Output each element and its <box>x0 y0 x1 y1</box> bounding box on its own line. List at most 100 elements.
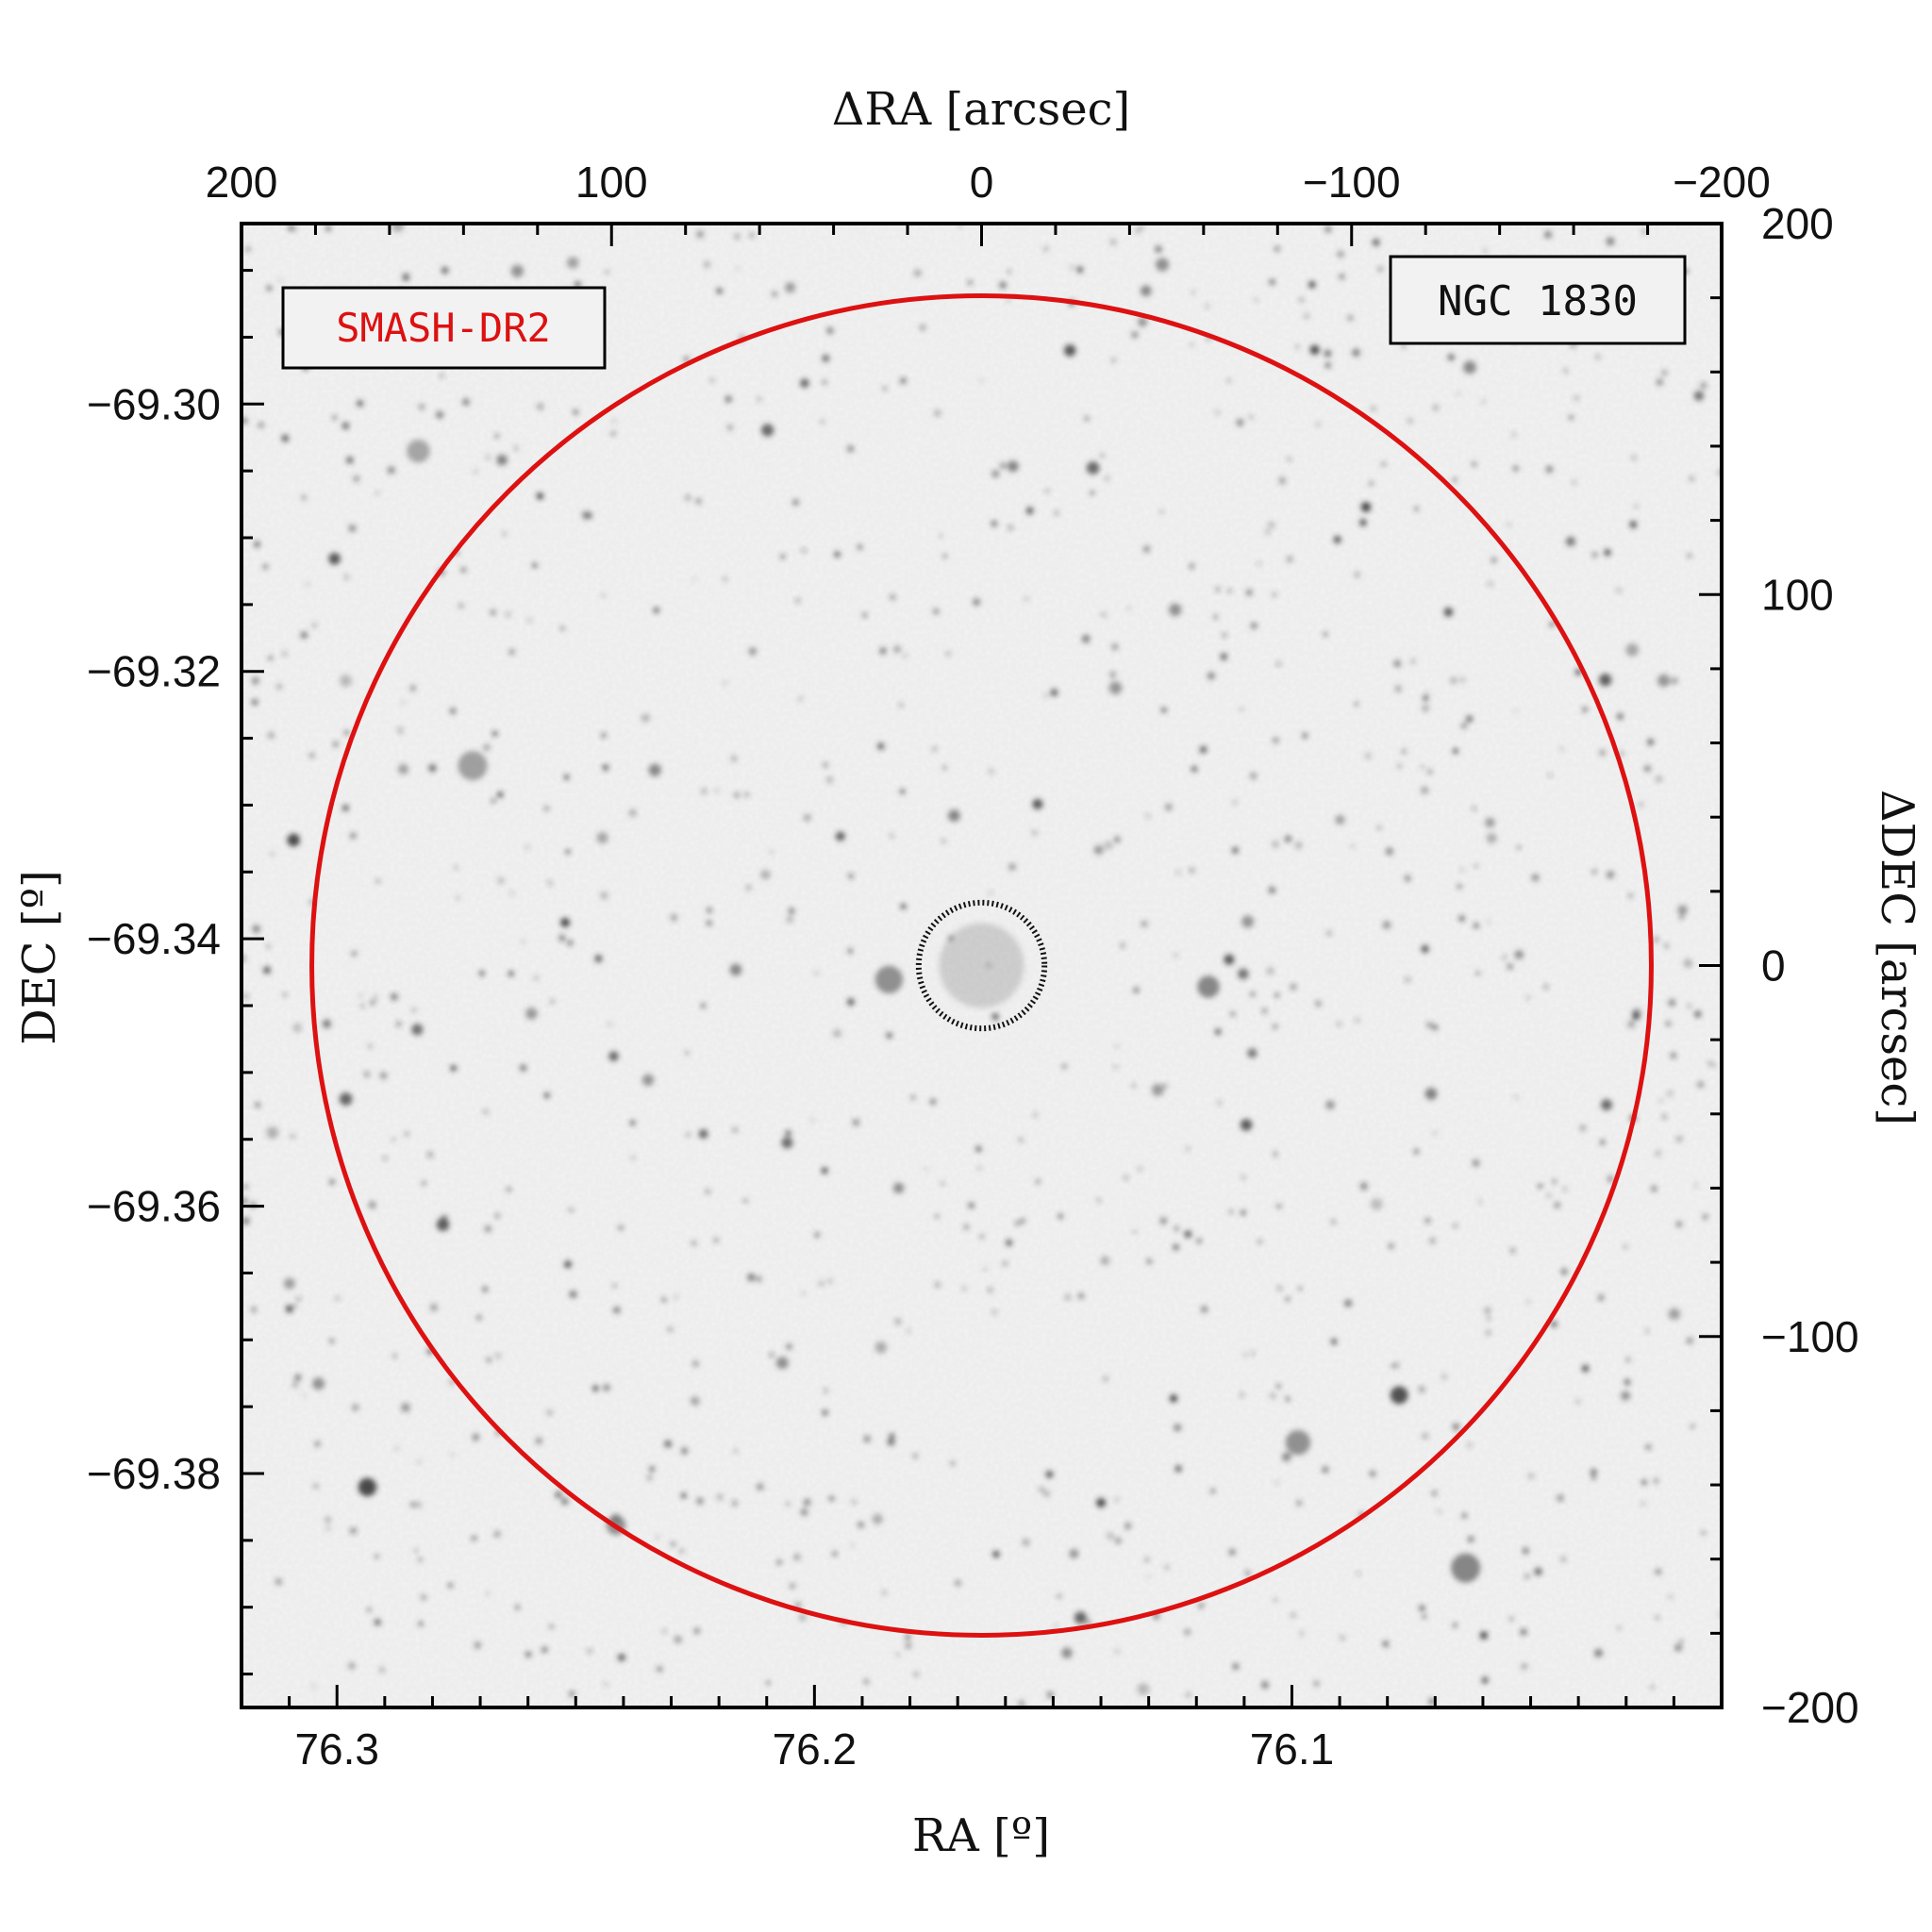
star-point <box>679 1549 684 1554</box>
star-point <box>456 896 460 900</box>
star-point <box>792 499 799 506</box>
star-point <box>547 880 553 886</box>
star-point <box>1431 1490 1438 1496</box>
star-point <box>1486 833 1497 843</box>
star-point <box>1599 674 1612 687</box>
star-point <box>329 1339 334 1343</box>
star-point <box>1433 1131 1437 1135</box>
star-point <box>1377 266 1383 272</box>
star-point <box>941 1182 944 1186</box>
star-point <box>1109 671 1116 678</box>
star-point <box>1481 1676 1489 1684</box>
left-tick-label: −69.30 <box>87 379 221 428</box>
star-point <box>312 1684 316 1689</box>
star-point <box>1226 378 1231 383</box>
star-point <box>1687 1004 1691 1008</box>
star-point <box>1503 956 1507 959</box>
star-point <box>1146 814 1150 818</box>
star-point <box>1421 786 1429 794</box>
star-point <box>1224 954 1235 965</box>
star-point <box>630 1120 636 1125</box>
star-point <box>1260 1681 1269 1690</box>
star-point <box>1674 1644 1682 1652</box>
star-point <box>1250 991 1256 997</box>
left-tick-label: −69.38 <box>87 1449 221 1498</box>
star-point <box>1388 1243 1394 1249</box>
star-point <box>1485 817 1495 828</box>
bottom-tick-label: 76.3 <box>294 1724 379 1774</box>
star-point <box>379 1072 388 1080</box>
star-point <box>1115 1044 1119 1048</box>
star-point <box>1423 695 1428 701</box>
star-point <box>1360 1182 1368 1191</box>
star-point <box>1595 354 1601 359</box>
star-point <box>1169 603 1182 617</box>
star-point <box>1100 1256 1110 1266</box>
star-point <box>1688 554 1691 558</box>
star-point <box>648 763 661 776</box>
star-point <box>1284 835 1291 842</box>
star-point <box>1661 370 1668 375</box>
star-point <box>992 1310 996 1314</box>
star-point <box>613 1307 621 1314</box>
star-point <box>359 993 363 998</box>
star-point <box>472 1536 476 1541</box>
star-point <box>810 1118 815 1122</box>
star-point <box>1487 1316 1491 1321</box>
star-point <box>934 409 941 417</box>
star-point <box>734 233 741 240</box>
star-point <box>1174 1226 1179 1231</box>
star-point <box>325 1525 331 1531</box>
star-point <box>374 1619 381 1625</box>
star-point <box>1299 298 1304 302</box>
star-point <box>1086 461 1100 475</box>
right-tick-label: 200 <box>1761 199 1834 248</box>
star-point <box>1084 416 1090 422</box>
star-point <box>696 1497 704 1505</box>
star-point <box>935 1214 940 1219</box>
star-point <box>834 551 841 558</box>
star-point <box>1205 304 1210 309</box>
star-point <box>781 1137 793 1149</box>
star-point <box>1213 614 1219 620</box>
star-point <box>1414 507 1419 511</box>
star-point <box>929 1098 936 1105</box>
star-point <box>879 647 887 655</box>
star-point <box>560 1497 569 1506</box>
star-point <box>1669 1594 1673 1599</box>
star-point <box>716 1493 724 1501</box>
star-point <box>1354 572 1360 578</box>
star-point <box>292 226 297 231</box>
star-point <box>348 525 357 532</box>
star-point <box>1599 749 1607 757</box>
star-point <box>790 1583 795 1590</box>
star-point <box>581 510 591 520</box>
star-point <box>1453 748 1458 754</box>
star-point <box>602 764 609 771</box>
star-point <box>1466 715 1474 723</box>
star-point <box>1241 915 1255 928</box>
star-point <box>537 403 544 410</box>
star-point <box>1232 800 1238 805</box>
star-point <box>1230 1011 1236 1017</box>
star-point <box>847 998 855 1006</box>
star-point <box>1218 1101 1222 1105</box>
star-point <box>1186 1147 1191 1151</box>
star-point <box>282 652 287 656</box>
star-point <box>912 1453 918 1459</box>
star-point <box>1694 1010 1702 1018</box>
star-point <box>1520 1628 1527 1636</box>
star-point <box>1600 1140 1606 1145</box>
star-point <box>877 742 885 750</box>
star-point <box>1324 362 1331 369</box>
star-point <box>883 386 887 391</box>
star-point <box>1451 1553 1481 1583</box>
star-point <box>1044 693 1047 697</box>
star-point <box>360 1004 366 1008</box>
star-point <box>508 971 514 976</box>
star-point <box>942 766 946 770</box>
star-point <box>905 1635 910 1640</box>
star-point <box>1227 589 1232 592</box>
star-point <box>706 907 713 914</box>
star-point <box>800 1508 808 1516</box>
